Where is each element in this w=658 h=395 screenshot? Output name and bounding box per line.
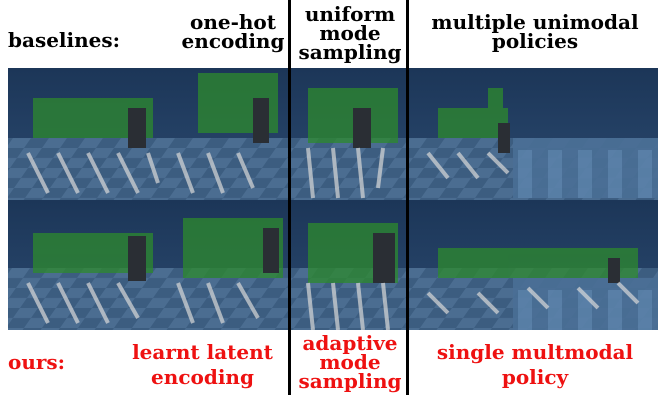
latent-line-2: encoding [151, 365, 254, 389]
single-policy-label: single multmodal policy [420, 340, 650, 389]
uniform-line-1: uniform [304, 2, 396, 26]
multiple-line-1: multiple unimodal [431, 10, 639, 34]
separator-right [406, 0, 409, 395]
uniform-line-2: mode [319, 21, 381, 45]
multiple-policies-label: multiple unimodal policies [420, 10, 650, 53]
single-line-2: policy [501, 365, 569, 389]
baselines-row-label: baselines: [8, 28, 121, 52]
adaptive-line-1: adaptive [302, 331, 398, 355]
separator-left [288, 0, 291, 395]
one-hot-line-1: one-hot [189, 10, 277, 34]
uniform-line-3: sampling [298, 40, 402, 64]
latent-line-1: learnt latent [132, 340, 273, 364]
multiple-line-2: policies [491, 29, 579, 53]
uniform-mode-label: uniform mode sampling [292, 2, 408, 64]
ours-row-label: ours: [8, 350, 66, 374]
one-hot-label: one-hot encoding [178, 10, 288, 53]
simulation-scene [8, 68, 658, 330]
robot-legs [26, 147, 640, 330]
robot-bodies [128, 98, 620, 283]
latent-encoding-label: learnt latent encoding [120, 340, 285, 389]
adaptive-line-2: mode [319, 350, 381, 374]
single-line-1: single multmodal [436, 340, 634, 364]
terrain-steps [513, 138, 658, 330]
adaptive-mode-label: adaptive mode sampling [292, 331, 408, 393]
adaptive-line-3: sampling [298, 369, 402, 393]
one-hot-line-2: encoding [181, 29, 285, 53]
